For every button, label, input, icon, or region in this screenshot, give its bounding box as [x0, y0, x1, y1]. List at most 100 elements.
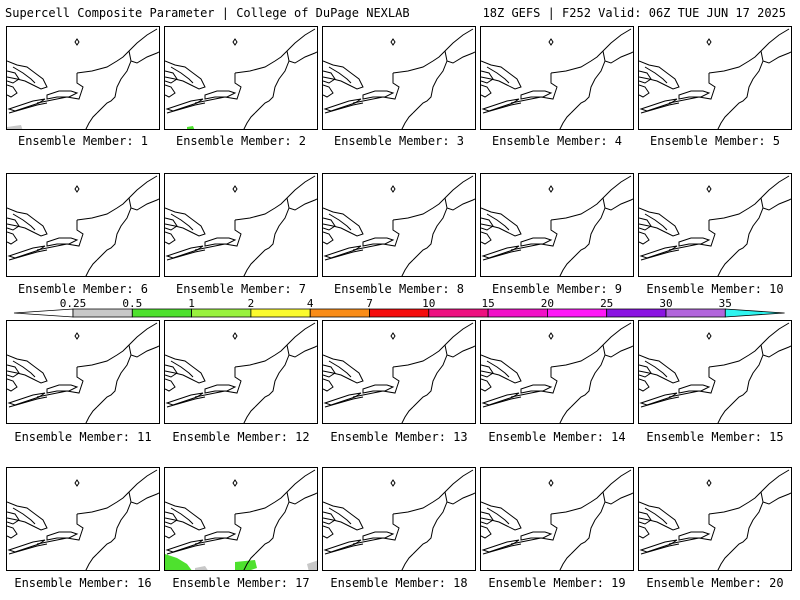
- map-boundary: [194, 73, 242, 104]
- map-boundary: [85, 406, 98, 423]
- map-boundary: [550, 175, 632, 221]
- map-boundary: [481, 98, 520, 112]
- map-boundary: [639, 217, 652, 231]
- map-boundary: [760, 491, 791, 505]
- map-boundary: [728, 60, 764, 114]
- map-outline: [481, 175, 633, 276]
- colorbar-label: 1: [188, 297, 195, 310]
- member-label: Ensemble Member: 2: [175, 134, 307, 148]
- map-boundary: [362, 237, 395, 247]
- map-boundary: [486, 507, 510, 525]
- map-boundary: [7, 354, 48, 384]
- map-boundary: [392, 469, 474, 515]
- map-outline: [323, 322, 475, 423]
- map-boundary: [644, 66, 668, 84]
- map-boundary: [640, 102, 680, 114]
- map-outline: [639, 28, 791, 129]
- member-label: Ensemble Member: 8: [333, 282, 465, 296]
- map-outline: [639, 322, 791, 423]
- map-boundary: [520, 237, 553, 247]
- map-boundary: [8, 543, 48, 555]
- map-boundary: [165, 70, 178, 84]
- colorbar-segment: [369, 308, 430, 318]
- map-boundary: [362, 531, 395, 541]
- map-boundary: [96, 501, 132, 555]
- map-outline: [7, 175, 159, 276]
- map-boundary: [481, 231, 492, 245]
- map-boundary: [323, 60, 364, 90]
- map-outline: [7, 322, 159, 423]
- member-label: Ensemble Member: 7: [175, 282, 307, 296]
- map-boundary: [323, 207, 364, 237]
- colorbar: 0.25 0.5 1 2 4 7 10 15 20 25 30 35: [13, 297, 785, 318]
- map-boundary: [254, 354, 290, 408]
- city-marker-icon: [232, 185, 238, 193]
- map-boundary: [234, 175, 316, 221]
- map-boundary: [570, 60, 606, 114]
- colorbar-label: 20: [541, 297, 554, 310]
- map-boundary: [352, 367, 400, 398]
- map-boundary: [481, 354, 522, 384]
- map-boundary: [728, 207, 764, 261]
- map-boundary: [7, 525, 18, 539]
- map-boundary: [352, 73, 400, 104]
- map-boundary: [362, 90, 395, 100]
- map-boundary: [482, 396, 522, 408]
- map-boundary: [286, 197, 317, 211]
- map-boundary: [510, 514, 558, 545]
- map-boundary: [165, 98, 204, 112]
- map-boundary: [12, 360, 36, 378]
- map-boundary: [362, 384, 395, 394]
- map-boundary: [7, 364, 20, 378]
- map-boundary: [481, 207, 522, 237]
- map-boundary: [323, 378, 334, 392]
- map-boundary: [328, 213, 352, 231]
- colorbar-label: 0.5: [122, 297, 142, 310]
- map-boundary: [640, 543, 680, 555]
- map-boundary: [708, 469, 790, 515]
- map-outline: [165, 28, 317, 129]
- map-boundary: [7, 511, 20, 525]
- map-boundary: [7, 392, 46, 406]
- map-boundary: [412, 207, 448, 261]
- map-panel: [6, 467, 160, 571]
- map-boundary: [559, 406, 572, 423]
- map-panel: [638, 173, 792, 277]
- map-boundary: [166, 249, 206, 261]
- map-outline: [639, 175, 791, 276]
- map-boundary: [668, 514, 716, 545]
- map-boundary: [234, 28, 316, 74]
- member-label: Ensemble Member: 12: [172, 430, 310, 444]
- map-boundary: [165, 60, 206, 90]
- map-boundary: [639, 511, 652, 525]
- map-boundary: [481, 511, 494, 525]
- colorbar-segment: [547, 308, 608, 318]
- map-boundary: [128, 197, 159, 211]
- map-boundary: [46, 531, 79, 541]
- city-marker-icon: [232, 479, 238, 487]
- map-panel: [638, 467, 792, 571]
- map-panel: [322, 320, 476, 424]
- map-boundary: [644, 507, 668, 525]
- map-panel: [6, 173, 160, 277]
- map-boundary: [481, 378, 492, 392]
- map-boundary: [482, 543, 522, 555]
- map-boundary: [85, 553, 98, 570]
- map-boundary: [204, 237, 237, 247]
- colorbar-segment: [131, 308, 192, 318]
- map-boundary: [550, 322, 632, 368]
- map-boundary: [550, 28, 632, 74]
- colorbar-segment: [309, 308, 370, 318]
- map-boundary: [12, 213, 36, 231]
- member-label: Ensemble Member: 18: [330, 576, 468, 590]
- map-boundary: [639, 245, 678, 259]
- map-boundary: [639, 392, 678, 406]
- map-boundary: [204, 90, 237, 100]
- city-marker-icon: [390, 185, 396, 193]
- map-panel: [164, 467, 318, 571]
- map-boundary: [640, 249, 680, 261]
- map-boundary: [324, 102, 364, 114]
- map-boundary: [444, 50, 475, 64]
- map-boundary: [644, 360, 668, 378]
- map-boundary: [444, 491, 475, 505]
